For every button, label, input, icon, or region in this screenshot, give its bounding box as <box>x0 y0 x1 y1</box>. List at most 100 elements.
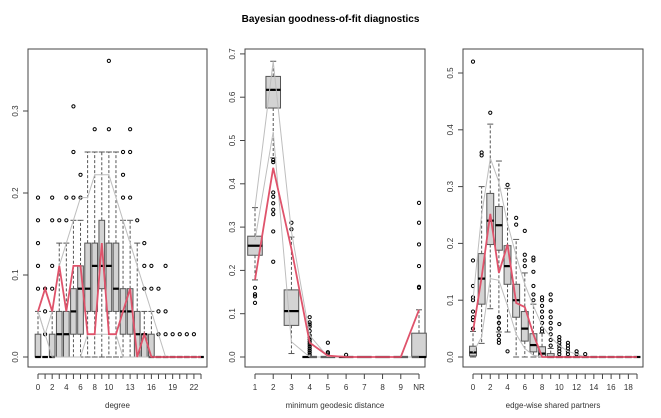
outlier-point <box>35 286 41 291</box>
outlier-point <box>252 300 258 305</box>
outlier-point <box>583 352 588 357</box>
outlier-point <box>163 263 168 268</box>
outlier-point <box>170 332 175 337</box>
x-tick-label: 4 <box>64 383 69 392</box>
outlier-point <box>106 58 111 63</box>
y-tick-label: 0.2 <box>228 264 237 276</box>
outlier-point <box>135 218 140 223</box>
box-8 <box>91 127 99 358</box>
box-iqr <box>84 242 91 312</box>
outlier-point <box>416 242 422 247</box>
x-tick-label: NR <box>413 383 425 392</box>
outlier-point <box>307 315 312 320</box>
y-tick-label: 0.4 <box>228 178 237 190</box>
outlier-point <box>307 344 312 349</box>
panel-edge-wise-shared-partners: 0.0 0.1 0.2 0.3 0.4 0.5 0 2 4 6 8 10 12 14 16 18 edge-wi… <box>446 48 644 410</box>
box-5 <box>70 104 77 358</box>
outlier-point <box>191 332 197 337</box>
outlier-point <box>496 326 501 331</box>
x-tick-label: 0 <box>36 383 41 392</box>
box-3 <box>55 218 63 358</box>
x-tick-label: 10 <box>104 383 113 392</box>
y-tick-label: 0.6 <box>228 91 237 103</box>
x-tick-label: 16 <box>607 383 616 392</box>
box-iqr <box>112 242 120 312</box>
outlier-point <box>50 263 55 268</box>
outlier-point <box>522 252 527 257</box>
box-iqr <box>91 242 99 312</box>
y-tick-label: 0.5 <box>446 67 455 79</box>
outlier-point <box>496 340 501 345</box>
outlier-point <box>548 309 553 314</box>
outlier-point <box>470 258 476 263</box>
outlier-point <box>557 335 562 340</box>
outlier-point <box>271 157 276 163</box>
outlier-point <box>416 284 422 289</box>
outlier-point <box>416 200 422 205</box>
chart-title: Bayesian goodness-of-fit diagnostics <box>241 14 420 25</box>
outlier-point <box>128 195 133 200</box>
plot-frame <box>27 48 208 368</box>
outlier-point <box>271 194 276 199</box>
outlier-point <box>78 172 83 177</box>
x-tick-label: 9 <box>399 383 404 392</box>
panel-minimum-geodesic-distance: 0.0 0.1 0.2 0.3 0.4 0.5 0.6 0.7 1 2 3 4 5 6 7 8 9 NR minim… <box>228 48 427 410</box>
ci-lower-line <box>254 131 419 358</box>
outlier-point <box>307 346 312 351</box>
box-20 <box>176 332 183 359</box>
outlier-point <box>531 298 536 303</box>
box-11 <box>564 340 572 359</box>
outlier-point <box>488 110 493 115</box>
outlier-point <box>325 340 330 345</box>
x-tick-label: 13 <box>126 383 135 392</box>
x-tick-label: 18 <box>624 383 633 392</box>
outlier-point <box>522 258 527 263</box>
x-tick-label: 7 <box>362 383 367 392</box>
outlier-point <box>35 263 41 268</box>
x-tick-label: 8 <box>92 383 97 392</box>
box-22 <box>191 332 197 359</box>
outlier-point <box>307 320 312 325</box>
box-iqr <box>411 332 427 358</box>
outlier-point <box>271 160 276 165</box>
outlier-point <box>548 343 553 348</box>
box-NR <box>411 200 427 359</box>
x-axis-label: degree <box>105 401 130 410</box>
outlier-point <box>142 241 147 246</box>
box-4 <box>503 182 512 354</box>
outlier-point <box>271 212 276 217</box>
outlier-point <box>163 309 168 314</box>
outlier-point <box>271 229 276 234</box>
x-tick-label: 1 <box>253 383 258 392</box>
y-tick-label: 0.0 <box>11 351 20 363</box>
x-tick-label: 2 <box>271 383 276 392</box>
y-tick-label: 0.3 <box>11 105 20 117</box>
x-tick-label: 10 <box>555 383 564 392</box>
outlier-point <box>470 315 476 320</box>
outlier-point <box>505 349 510 354</box>
outlier-point <box>120 149 126 155</box>
outlier-point <box>344 352 349 357</box>
outlier-point <box>496 315 501 320</box>
outlier-point <box>539 315 545 320</box>
outlier-point <box>514 222 519 227</box>
box-9 <box>546 292 555 359</box>
box-4 <box>63 195 70 358</box>
outlier-point <box>71 195 76 200</box>
x-tick-label: 16 <box>147 383 156 392</box>
outlier-point <box>149 263 154 268</box>
outlier-point <box>50 218 55 223</box>
outlier-point <box>252 285 258 290</box>
outlier-point <box>557 321 562 327</box>
outlier-point <box>522 264 527 269</box>
outlier-point <box>64 218 69 223</box>
outlier-point <box>531 255 536 260</box>
box-7 <box>529 255 538 358</box>
outlier-point <box>42 309 48 314</box>
outlier-point <box>92 127 97 132</box>
x-tick-label: 4 <box>307 383 312 392</box>
y-tick-label: 0.0 <box>228 351 237 363</box>
outlier-point <box>271 201 276 206</box>
outlier-point <box>496 333 501 338</box>
